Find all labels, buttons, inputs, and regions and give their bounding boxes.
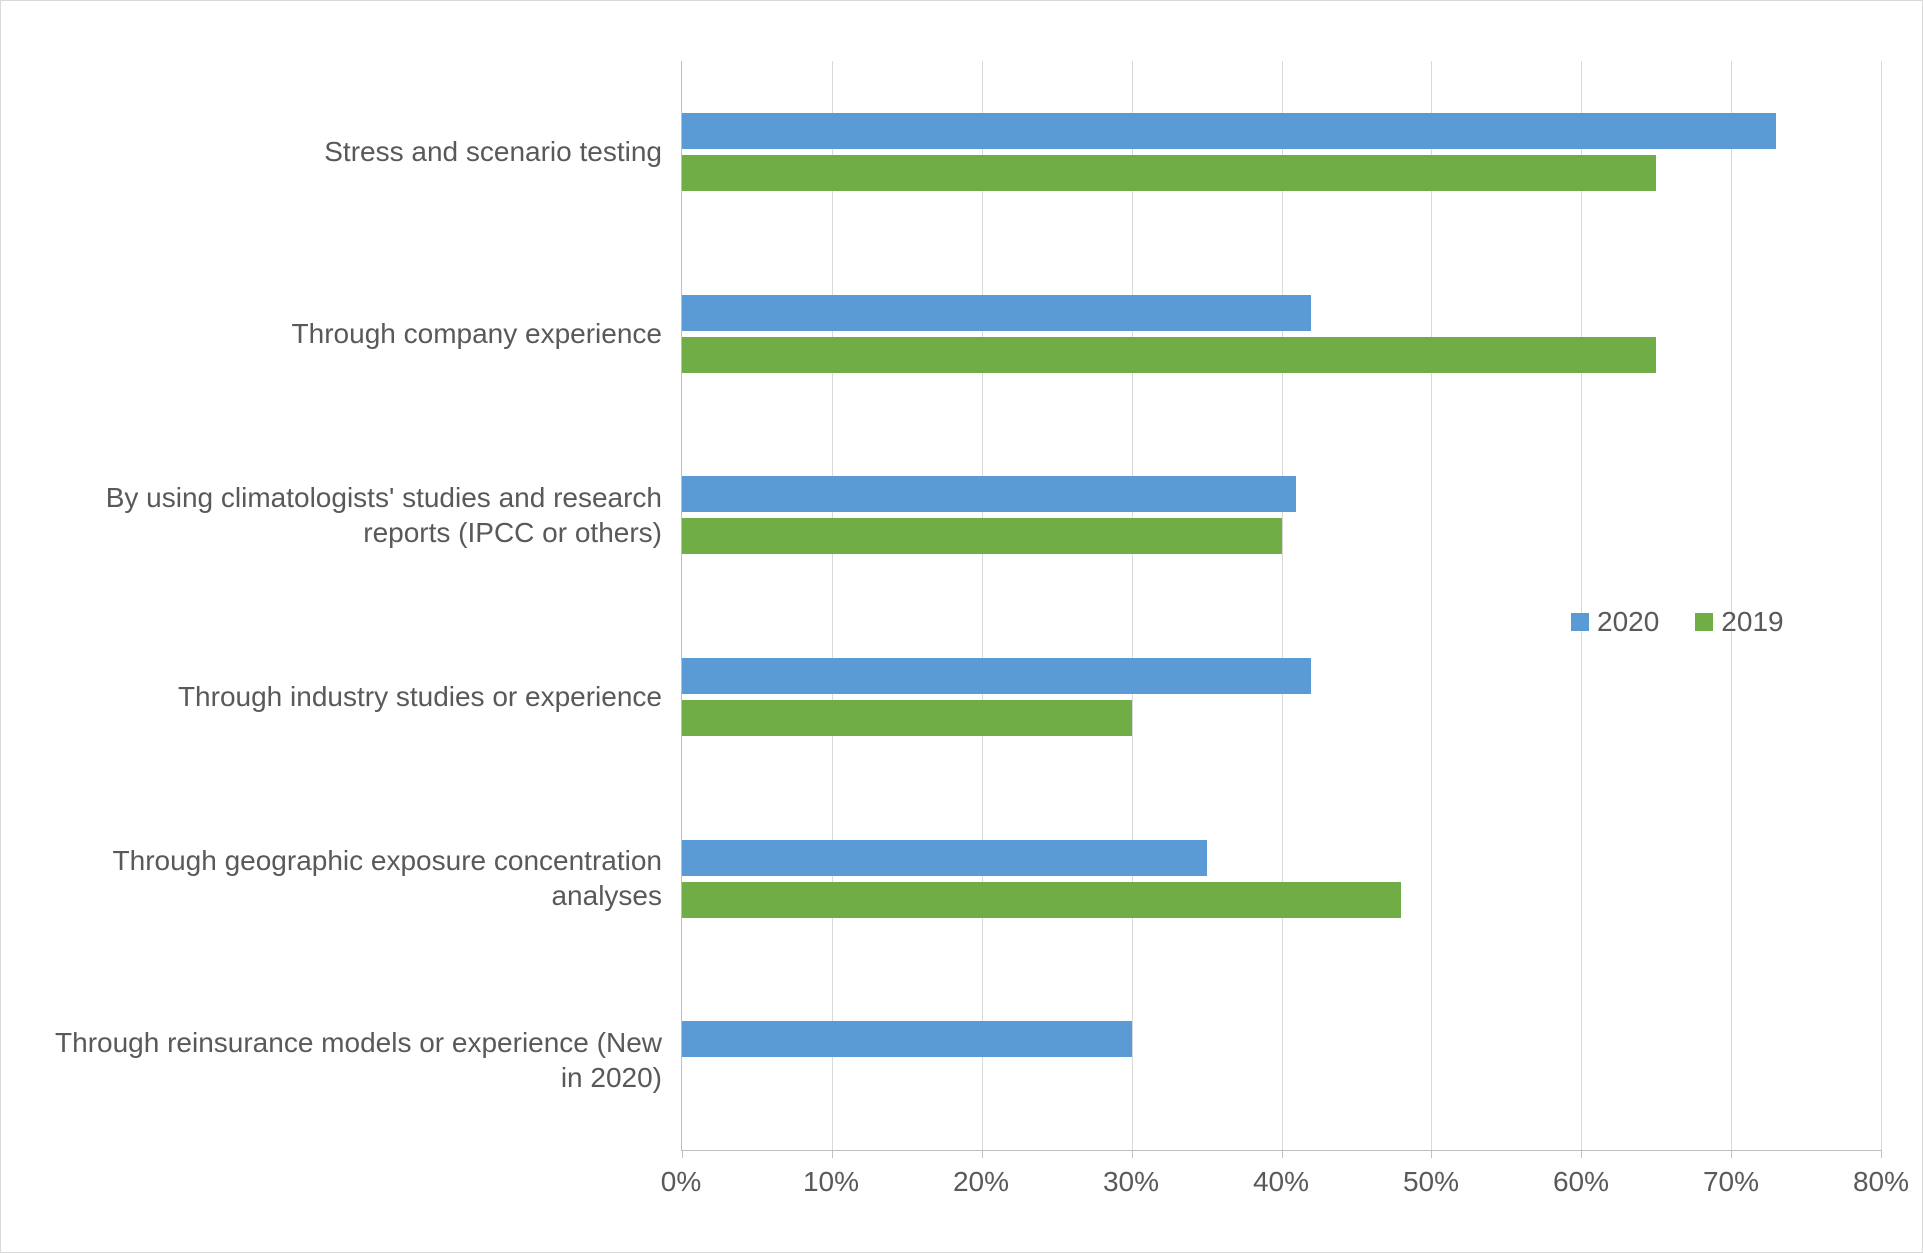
bar-group — [682, 424, 1881, 606]
bar-2019 — [682, 155, 1656, 191]
axis-tick — [1731, 1150, 1732, 1158]
tick-text: 10% — [803, 1166, 859, 1197]
x-axis-tick-label: 40% — [1253, 1166, 1309, 1198]
axis-tick — [1132, 1150, 1133, 1158]
tick-text: 30% — [1103, 1166, 1159, 1197]
gridline — [1881, 61, 1882, 1150]
chart-container: Stress and scenario testing Through comp… — [0, 0, 1923, 1253]
tick-text: 0% — [661, 1166, 701, 1197]
bar-2020 — [682, 113, 1776, 149]
y-axis-label: Through industry studies or experience — [42, 606, 662, 788]
bar-group — [682, 61, 1881, 243]
label-text: Through reinsurance models or experience… — [42, 1025, 662, 1095]
label-text: Stress and scenario testing — [324, 134, 662, 169]
y-axis-label: By using climatologists' studies and res… — [42, 424, 662, 606]
tick-text: 40% — [1253, 1166, 1309, 1197]
bar-group — [682, 243, 1881, 425]
legend: 2020 2019 — [1571, 606, 1808, 638]
axis-tick — [1282, 1150, 1283, 1158]
label-text: Through geographic exposure concentratio… — [42, 843, 662, 913]
legend-label: 2019 — [1721, 606, 1783, 638]
tick-text: 50% — [1403, 1166, 1459, 1197]
y-axis-label: Through company experience — [42, 243, 662, 425]
legend-item-2020: 2020 — [1571, 606, 1659, 638]
bar-2019 — [682, 337, 1656, 373]
tick-text: 60% — [1553, 1166, 1609, 1197]
bar-2019 — [682, 518, 1282, 554]
y-axis-label: Stress and scenario testing — [42, 61, 662, 243]
x-axis-tick-label: 20% — [953, 1166, 1009, 1198]
bar-2020 — [682, 658, 1311, 694]
axis-tick — [982, 1150, 983, 1158]
x-axis-tick-label: 80% — [1853, 1166, 1909, 1198]
legend-swatch-2020 — [1571, 613, 1589, 631]
legend-swatch-2019 — [1695, 613, 1713, 631]
label-text: Through company experience — [292, 316, 662, 351]
x-axis-tick-label: 50% — [1403, 1166, 1459, 1198]
bar-group — [682, 969, 1881, 1151]
axis-tick — [682, 1150, 683, 1158]
bar-2020 — [682, 295, 1311, 331]
axis-tick — [832, 1150, 833, 1158]
bar-2020 — [682, 476, 1296, 512]
x-axis-tick-label: 60% — [1553, 1166, 1609, 1198]
x-axis-tick-label: 0% — [661, 1166, 701, 1198]
x-axis-tick-label: 10% — [803, 1166, 859, 1198]
x-axis-tick-label: 70% — [1703, 1166, 1759, 1198]
bar-2020 — [682, 1021, 1132, 1057]
legend-label: 2020 — [1597, 606, 1659, 638]
tick-text: 80% — [1853, 1166, 1909, 1197]
bar-group — [682, 788, 1881, 970]
bar-2019 — [682, 882, 1401, 918]
axis-tick — [1431, 1150, 1432, 1158]
legend-item-2019: 2019 — [1695, 606, 1783, 638]
bar-2020 — [682, 840, 1207, 876]
y-axis-label: Through reinsurance models or experience… — [42, 969, 662, 1151]
label-text: By using climatologists' studies and res… — [42, 480, 662, 550]
axis-tick — [1881, 1150, 1882, 1158]
axis-tick — [1581, 1150, 1582, 1158]
bar-2019 — [682, 700, 1132, 736]
x-axis-tick-label: 30% — [1103, 1166, 1159, 1198]
y-axis-label: Through geographic exposure concentratio… — [42, 788, 662, 970]
label-text: Through industry studies or experience — [178, 679, 662, 714]
tick-text: 20% — [953, 1166, 1009, 1197]
tick-text: 70% — [1703, 1166, 1759, 1197]
